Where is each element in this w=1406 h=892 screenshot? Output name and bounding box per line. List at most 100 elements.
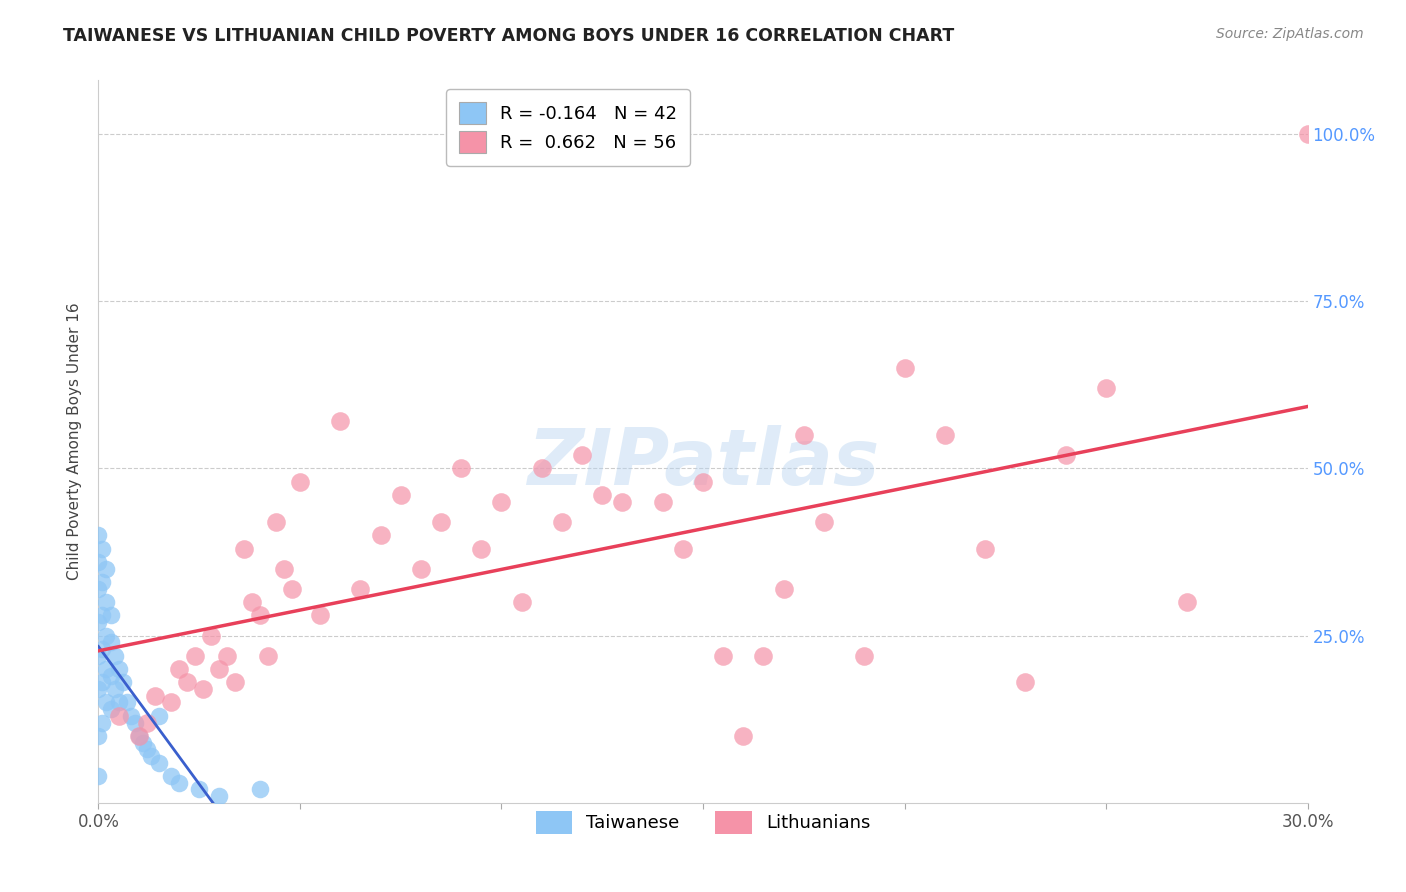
Point bbox=[470, 541, 492, 556]
Point bbox=[120, 708, 142, 723]
Point bbox=[974, 541, 997, 556]
Point bbox=[87, 555, 110, 569]
Point bbox=[672, 541, 695, 556]
Point bbox=[1054, 448, 1077, 462]
Point bbox=[217, 648, 239, 663]
Point bbox=[184, 648, 207, 663]
Point bbox=[167, 776, 190, 790]
Point bbox=[103, 648, 125, 663]
Point bbox=[256, 648, 278, 663]
Point bbox=[128, 729, 150, 743]
Point bbox=[87, 769, 110, 783]
Point bbox=[249, 782, 271, 797]
Point bbox=[103, 681, 125, 696]
Point bbox=[510, 595, 533, 609]
Point bbox=[139, 749, 162, 764]
Point bbox=[87, 582, 110, 596]
Point bbox=[96, 696, 118, 710]
Point bbox=[309, 608, 332, 623]
Point bbox=[91, 541, 114, 556]
Point bbox=[733, 729, 755, 743]
Point bbox=[107, 708, 129, 723]
Point bbox=[188, 782, 211, 797]
Point bbox=[91, 608, 114, 623]
Point bbox=[111, 675, 134, 690]
Point bbox=[491, 494, 513, 508]
Point bbox=[752, 648, 775, 663]
Point bbox=[91, 675, 114, 690]
Text: TAIWANESE VS LITHUANIAN CHILD POVERTY AMONG BOYS UNDER 16 CORRELATION CHART: TAIWANESE VS LITHUANIAN CHILD POVERTY AM… bbox=[63, 27, 955, 45]
Point bbox=[853, 648, 876, 663]
Point bbox=[87, 729, 110, 743]
Point bbox=[1095, 381, 1118, 395]
Point bbox=[100, 635, 122, 649]
Point bbox=[430, 515, 453, 529]
Point bbox=[232, 541, 254, 556]
Point bbox=[96, 595, 118, 609]
Point bbox=[1175, 595, 1198, 609]
Point bbox=[91, 642, 114, 657]
Point bbox=[107, 696, 129, 710]
Point bbox=[87, 615, 110, 630]
Point bbox=[934, 427, 956, 442]
Point bbox=[813, 515, 835, 529]
Point bbox=[115, 696, 138, 710]
Point bbox=[107, 662, 129, 676]
Point bbox=[148, 708, 170, 723]
Point bbox=[224, 675, 246, 690]
Point bbox=[208, 662, 231, 676]
Point bbox=[389, 488, 412, 502]
Point bbox=[100, 669, 122, 683]
Point bbox=[893, 361, 915, 376]
Point bbox=[132, 735, 155, 749]
Point bbox=[571, 448, 593, 462]
Point bbox=[135, 742, 157, 756]
Point bbox=[1014, 675, 1036, 690]
Point bbox=[692, 475, 714, 489]
Point bbox=[87, 681, 110, 696]
Point bbox=[91, 715, 114, 730]
Point bbox=[409, 562, 432, 576]
Point bbox=[160, 769, 183, 783]
Point bbox=[128, 729, 150, 743]
Point bbox=[176, 675, 198, 690]
Point bbox=[91, 575, 114, 590]
Point bbox=[193, 681, 215, 696]
Point bbox=[200, 628, 222, 642]
Point bbox=[264, 515, 287, 529]
Point bbox=[160, 696, 183, 710]
Point bbox=[96, 562, 118, 576]
Point bbox=[87, 648, 110, 663]
Point bbox=[450, 461, 472, 475]
Point bbox=[148, 756, 170, 770]
Text: ZIPatlas: ZIPatlas bbox=[527, 425, 879, 501]
Point bbox=[240, 595, 263, 609]
Point bbox=[100, 702, 122, 716]
Point bbox=[349, 582, 371, 596]
Point bbox=[793, 427, 815, 442]
Point bbox=[96, 628, 118, 642]
Point bbox=[96, 662, 118, 676]
Point bbox=[711, 648, 734, 663]
Point bbox=[208, 789, 231, 804]
Point bbox=[249, 608, 271, 623]
Point bbox=[167, 662, 190, 676]
Point bbox=[281, 582, 304, 596]
Point bbox=[273, 562, 295, 576]
Point bbox=[651, 494, 673, 508]
Point bbox=[288, 475, 311, 489]
Legend: Taiwanese, Lithuanians: Taiwanese, Lithuanians bbox=[529, 805, 877, 841]
Point bbox=[591, 488, 613, 502]
Y-axis label: Child Poverty Among Boys Under 16: Child Poverty Among Boys Under 16 bbox=[67, 302, 83, 581]
Point bbox=[87, 528, 110, 542]
Point bbox=[772, 582, 794, 596]
Point bbox=[612, 494, 634, 508]
Point bbox=[329, 414, 352, 429]
Point bbox=[124, 715, 146, 730]
Point bbox=[370, 528, 392, 542]
Text: Source: ZipAtlas.com: Source: ZipAtlas.com bbox=[1216, 27, 1364, 41]
Point bbox=[100, 608, 122, 623]
Point bbox=[1296, 127, 1319, 141]
Point bbox=[143, 689, 166, 703]
Point bbox=[551, 515, 574, 529]
